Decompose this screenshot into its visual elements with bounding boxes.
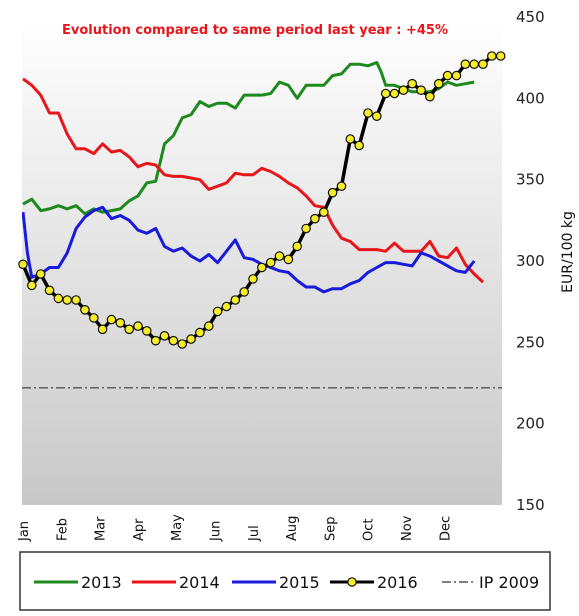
data-point-2016 (389, 88, 400, 99)
data-point-2016 (168, 335, 179, 346)
data-point-2016 (230, 295, 241, 305)
x-tick-label: Feb (55, 518, 70, 541)
series-line-2013 (22, 61, 475, 216)
x-tick-label: Oct (362, 519, 377, 541)
data-point-2016 (283, 254, 294, 265)
data-point-2016 (371, 111, 382, 121)
data-point-2016 (274, 251, 285, 261)
x-tick-label: Apr (132, 518, 147, 541)
y-tick-label: 450 (516, 8, 545, 26)
data-point-2016 (186, 334, 196, 344)
data-point-2016 (177, 339, 187, 349)
data-point-2016 (62, 295, 72, 305)
data-point-2016 (363, 108, 373, 118)
data-point-2016 (301, 223, 311, 234)
data-point-2016 (89, 313, 99, 323)
data-point-2016 (195, 327, 205, 338)
series-line-2014 (22, 77, 485, 284)
legend-box (19, 551, 551, 611)
data-point-2016 (398, 85, 409, 95)
legend-label-2013: 2013 (81, 573, 122, 592)
data-point-2016 (469, 59, 479, 69)
data-point-2016 (124, 324, 134, 335)
data-point-2016 (248, 274, 258, 284)
data-point-2016 (336, 181, 347, 191)
data-point-2016 (53, 293, 64, 304)
legend-label-2015: 2015 (279, 573, 320, 592)
data-point-2016 (239, 287, 249, 297)
x-tick-label: Nov (400, 515, 415, 541)
chart-title: Evolution compared to same period last y… (62, 23, 448, 38)
x-tick-label: Sep (323, 516, 338, 541)
data-point-2016 (18, 259, 28, 270)
data-point-2016 (204, 321, 214, 331)
data-point-2016 (265, 257, 276, 268)
data-point-2016 (433, 78, 444, 89)
data-point-2016 (292, 241, 302, 252)
data-point-2016 (212, 306, 223, 317)
y-tick-label: 300 (516, 252, 545, 270)
x-tick-label: Dec (438, 516, 453, 541)
data-point-2016 (451, 70, 462, 81)
data-point-2016 (327, 187, 338, 198)
data-point-2016 (44, 285, 55, 296)
x-tick-label: Jun (209, 521, 224, 542)
data-point-2016 (80, 304, 90, 315)
series-line-2015 (22, 205, 476, 294)
data-point-2016 (460, 59, 471, 69)
data-point-2016 (97, 324, 108, 335)
x-tick-label: Jan (17, 521, 32, 542)
legend: 2013 2014 2015 2016 IP 2009 (19, 551, 551, 611)
legend-label-2016: 2016 (377, 573, 418, 592)
data-point-2016 (416, 85, 426, 95)
data-point-2016 (142, 326, 152, 336)
data-point-2016 (486, 51, 497, 61)
x-tick-label: Jul (247, 525, 262, 542)
legend-label-ip-2009: IP 2009 (479, 573, 539, 592)
data-point-2016 (35, 269, 46, 279)
data-point-2016 (495, 51, 506, 61)
series-markers (18, 51, 506, 349)
data-point-2016 (318, 207, 329, 217)
data-point-2016 (310, 213, 320, 224)
data-point-2016 (354, 140, 364, 151)
y-tick-label: 200 (516, 415, 545, 433)
y-tick-label: 400 (516, 89, 545, 107)
x-tick-label: May (170, 514, 185, 541)
x-axis: Jan Feb Mar Apr May Jun Jul Aug Sep Oct Nov Dec (17, 514, 453, 542)
data-point-2016 (407, 78, 417, 89)
data-point-2016 (71, 295, 81, 305)
legend-label-2014: 2014 (179, 573, 220, 592)
plot-background (22, 17, 502, 505)
legend-marker-2016 (347, 577, 357, 587)
data-point-2016 (221, 301, 232, 312)
data-point-2016 (106, 314, 117, 325)
data-point-2016 (150, 335, 161, 346)
data-point-2016 (26, 280, 37, 291)
y-axis: 150 200 250 300 350 400 450 (516, 8, 545, 514)
data-point-2016 (478, 59, 488, 69)
y-tick-label: 350 (516, 171, 545, 189)
y-tick-label: 250 (516, 333, 545, 351)
y-tick-label: 150 (516, 496, 545, 514)
data-point-2016 (380, 88, 391, 99)
y-axis-label: EUR/100 kg (560, 211, 576, 293)
data-point-2016 (256, 262, 267, 273)
data-point-2016 (442, 70, 453, 81)
x-tick-label: Aug (285, 516, 300, 541)
data-point-2016 (345, 134, 356, 144)
x-tick-label: Mar (94, 516, 109, 541)
data-point-2016 (425, 91, 435, 102)
data-point-2016 (133, 321, 143, 331)
data-point-2016 (159, 330, 170, 341)
data-point-2016 (115, 317, 126, 328)
